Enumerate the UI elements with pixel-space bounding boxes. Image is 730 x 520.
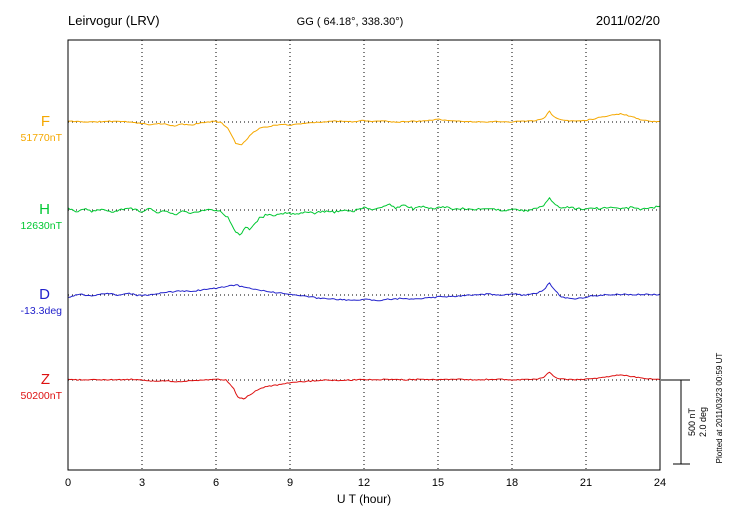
trace-value-D: -13.3deg [21, 305, 63, 317]
x-tick-label-24: 24 [654, 477, 666, 489]
trace-H [67, 197, 661, 236]
x-tick-label-0: 0 [65, 477, 71, 489]
trace-layer [67, 110, 661, 400]
station-name: Leirvogur (LRV) [68, 13, 160, 28]
grid-layer [68, 40, 660, 470]
trace-label-D: D [39, 286, 50, 303]
x-tick-label-6: 6 [213, 477, 219, 489]
trace-label-F: F [41, 113, 50, 130]
plot-border [67, 39, 661, 471]
x-axis-title: U T (hour) [337, 492, 391, 506]
x-tick-label-21: 21 [580, 477, 592, 489]
scalebar-deg-label: 2.0 deg [698, 407, 708, 437]
trace-value-H: 12630nT [21, 220, 63, 232]
geographic-coords: GG ( 64.18°, 338.30°) [297, 16, 404, 28]
x-tick-label-3: 3 [139, 477, 145, 489]
plotted-at-note: Plotted at 2011/03/23 00:59 UT [715, 353, 724, 464]
trace-value-F: 51770nT [21, 132, 63, 144]
date-label: 2011/02/20 [596, 13, 660, 28]
x-tick-label-9: 9 [287, 477, 293, 489]
scalebar-nt-label: 500 nT [687, 407, 697, 436]
x-tick-label-12: 12 [358, 477, 370, 489]
x-axis-ticks: 0 3 6 9 12 15 18 21 24 [65, 477, 666, 489]
trace-value-Z: 50200nT [21, 390, 63, 402]
trace-F [68, 110, 660, 146]
trace-D [68, 282, 661, 302]
trace-Z [67, 371, 661, 400]
trace-label-Z: Z [41, 371, 50, 388]
trace-label-H: H [39, 201, 50, 218]
x-tick-label-18: 18 [506, 477, 518, 489]
x-tick-label-15: 15 [432, 477, 444, 489]
